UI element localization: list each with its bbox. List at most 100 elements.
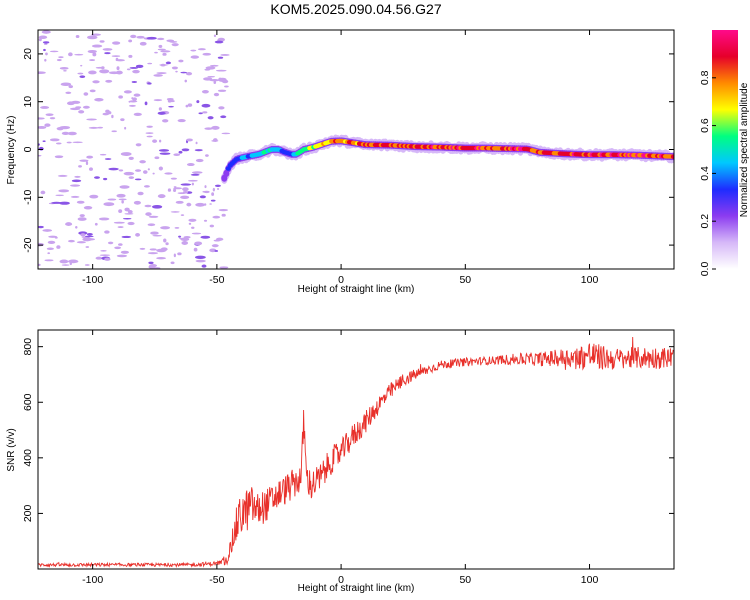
- noise-speckle: [221, 132, 231, 135]
- noise-speckle: [98, 217, 110, 221]
- noise-speckle: [61, 264, 70, 266]
- noise-speckle: [218, 106, 225, 110]
- noise-speckle: [182, 191, 188, 194]
- noise-speckle: [195, 259, 206, 263]
- noise-speckle: [89, 59, 96, 62]
- noise-speckle: [188, 218, 197, 222]
- noise-speckle: [213, 138, 218, 142]
- noise-speckle: [123, 171, 135, 176]
- x-tick-label: 50: [459, 574, 471, 586]
- noise-speckle: [99, 40, 105, 43]
- noise-speckle: [204, 185, 207, 189]
- noise-speckle: [205, 154, 209, 157]
- noise-speckle: [75, 34, 80, 39]
- noise-speckle: [56, 142, 62, 145]
- noise-speckle: [194, 255, 206, 259]
- noise-speckle: [129, 104, 136, 107]
- noise-speckle: [171, 43, 179, 47]
- noise-speckle: [47, 252, 51, 255]
- noise-speckle: [83, 205, 93, 210]
- noise-speckle: [119, 185, 130, 189]
- noise-speckle: [111, 130, 117, 133]
- noise-speckle: [144, 204, 152, 208]
- noise-speckle: [195, 141, 198, 145]
- y-tick-label: 10: [22, 96, 34, 108]
- noise-speckle: [186, 138, 193, 142]
- noise-speckle: [184, 79, 188, 83]
- noise-speckle: [40, 190, 46, 195]
- noise-speckle: [107, 198, 117, 201]
- noise-speckle: [156, 248, 167, 253]
- noise-speckle: [204, 68, 211, 71]
- noise-speckle: [133, 200, 141, 205]
- noise-speckle: [84, 264, 90, 266]
- noise-speckle: [89, 89, 96, 93]
- noise-speckle: [70, 184, 81, 187]
- noise-speckle: [124, 207, 130, 212]
- noise-speckle: [190, 49, 197, 52]
- noise-speckle: [66, 141, 72, 144]
- noise-speckle: [74, 53, 84, 56]
- spectrogram-x-axis-label: Height of straight line (km): [298, 284, 415, 295]
- noise-speckle: [213, 239, 221, 242]
- noise-speckle: [146, 125, 153, 128]
- noise-speckle: [76, 200, 85, 204]
- colorbar-ticks: 0.0 0.2 0.4 0.6 0.8: [699, 70, 716, 276]
- noise-speckle: [124, 213, 134, 215]
- noise-speckle: [158, 149, 170, 152]
- noise-speckle: [187, 103, 193, 107]
- noise-speckle: [82, 105, 90, 109]
- noise-speckle: [45, 52, 48, 56]
- colorbar-gradient: [712, 30, 738, 269]
- noise-speckle: [180, 183, 192, 186]
- noise-speckle: [213, 80, 217, 85]
- snr-x-axis-label: Height of straight line (km): [298, 583, 415, 594]
- noise-speckle: [95, 66, 105, 69]
- noise-speckle: [203, 77, 213, 81]
- noise-speckle: [120, 250, 129, 254]
- noise-speckle: [173, 188, 177, 192]
- noise-speckle: [220, 53, 230, 56]
- noise-speckle: [92, 80, 100, 84]
- noise-speckle: [188, 179, 198, 182]
- spectrogram-y-axis-label: Frequency (Hz): [6, 116, 17, 185]
- y-tick-label: 0: [22, 146, 34, 152]
- noise-speckle: [79, 159, 89, 162]
- noise-speckle: [133, 112, 142, 116]
- noise-speckle: [42, 229, 53, 232]
- noise-speckle: [118, 198, 127, 201]
- noise-speckle: [115, 57, 119, 62]
- x-tick-label: 0: [338, 274, 344, 286]
- noise-speckle: [112, 41, 121, 45]
- snr-series-line: [38, 336, 674, 568]
- noise-speckle: [135, 232, 140, 237]
- noise-speckle: [201, 264, 207, 268]
- noise-speckle: [209, 203, 212, 205]
- noise-speckle: [170, 261, 175, 265]
- noise-speckle: [83, 92, 89, 96]
- noise-speckle: [156, 72, 167, 75]
- noise-speckle: [207, 116, 214, 120]
- noise-speckle: [94, 176, 100, 179]
- noise-speckle: [38, 38, 42, 42]
- noise-speckle: [100, 250, 107, 252]
- noise-speckle: [150, 231, 159, 235]
- noise-speckle: [104, 230, 110, 234]
- noise-speckle: [170, 211, 180, 213]
- noise-speckle: [104, 52, 111, 55]
- x-tick-label: 100: [581, 574, 599, 586]
- noise-speckle: [165, 242, 169, 246]
- noise-speckle: [211, 125, 220, 130]
- noise-speckle: [75, 225, 78, 229]
- ridge-core: [221, 175, 227, 181]
- noise-speckle: [196, 100, 200, 104]
- noise-speckle: [68, 52, 73, 57]
- noise-speckle: [66, 101, 75, 106]
- noise-speckle: [118, 243, 123, 246]
- noise-speckle: [102, 48, 113, 51]
- noise-speckle: [48, 235, 58, 238]
- noise-speckle: [201, 90, 209, 94]
- noise-speckle: [135, 169, 142, 172]
- noise-speckle: [173, 187, 183, 190]
- noise-speckle: [217, 56, 224, 59]
